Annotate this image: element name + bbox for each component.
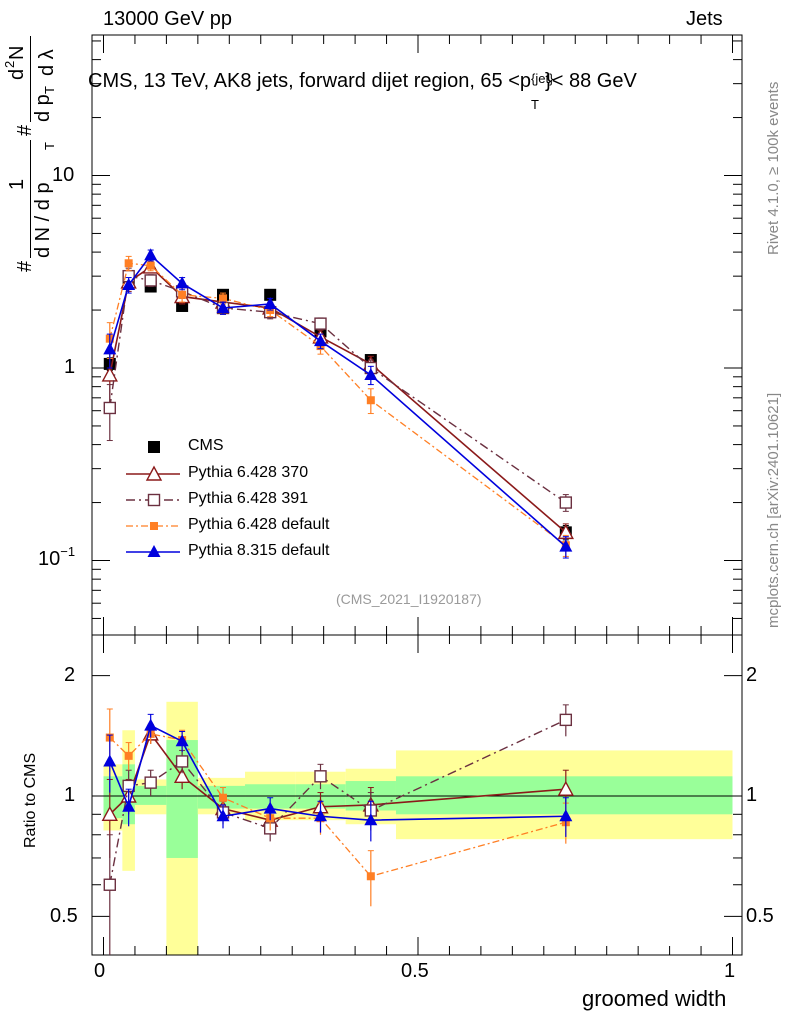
xtick-1: 1 — [724, 960, 736, 982]
ratio-ytick-1-right: 1 — [746, 784, 758, 806]
xtick-0: 0 — [94, 960, 106, 982]
ratio-ytick-2-right: 2 — [746, 664, 758, 686]
ratio-point-pythia-6-428-370 — [173, 767, 191, 784]
ratio-point-pythia-8-315-default — [216, 809, 230, 822]
point-pythia-8-315-default — [175, 276, 189, 289]
energy-label: 13000 GeV pp — [103, 8, 232, 30]
ylabel-one: 1 — [6, 178, 28, 190]
ratio-point-pythia-8-315-default — [559, 809, 573, 822]
point-pythia-6-428-default — [366, 396, 375, 405]
main-ytick-10: 10 — [52, 164, 75, 186]
point-pythia-6-428-391 — [559, 496, 573, 509]
legend-marker-pythia-6-428-391 — [147, 493, 161, 507]
point-pythia-8-315-default — [144, 248, 158, 261]
point-pythia-8-315-default — [559, 539, 573, 552]
legend-label-py8-default: Pythia 8.315 default — [188, 542, 330, 559]
point-pythia-8-315-default — [103, 342, 117, 355]
watermark: (CMS_2021_I1920187) — [336, 591, 482, 607]
ratio-point-pythia-8-315-default — [263, 801, 277, 814]
ylabel-sup-two: 2 — [2, 60, 17, 68]
x-axis-label: groomed width — [582, 986, 727, 1011]
legend-label-py6-391: Pythia 6.428 391 — [188, 490, 309, 507]
ratio-point-pythia-8-315-default — [314, 809, 328, 822]
ylabel-rule-b — [30, 36, 31, 122]
ylabel-dlambda: d λ — [36, 49, 58, 76]
point-pythia-8-315-default — [364, 367, 378, 380]
legend-marker-pythia-6-428-default — [150, 522, 158, 530]
subtitle-sub: T — [531, 97, 539, 112]
legend-label-py6-default: Pythia 6.428 default — [188, 516, 330, 533]
main-ylabel: # 1 d N / d p T # d p T d 2 N d λ — [2, 32, 94, 272]
ratio-ytick-2-left: 2 — [64, 664, 76, 686]
point-pythia-6-428-default — [124, 259, 133, 268]
point-pythia-6-428-370 — [101, 366, 118, 382]
legend-marker-pythia-6-428-370 — [145, 465, 163, 481]
subtitle-main: CMS, 13 TeV, AK8 jets, forward dijet reg… — [88, 70, 532, 92]
ratio-ytick-1-left: 1 — [64, 784, 76, 806]
ylabel-hash-a: # — [14, 260, 36, 272]
point-cms — [264, 288, 277, 301]
ratio-ylabel: Ratio to CMS — [22, 752, 39, 848]
ratio-point-pythia-6-428-391 — [175, 755, 189, 768]
ylabel-denom-a-sub: T — [42, 142, 57, 150]
ratio-point-pythia-8-315-default — [122, 799, 136, 812]
ratio-point-pythia-6-428-default — [366, 872, 375, 881]
ylabel-d: d — [6, 68, 28, 80]
plot-subtitle: CMS, 13 TeV, AK8 jets, forward dijet reg… — [88, 70, 637, 112]
ratio-point-pythia-6-428-370 — [101, 805, 118, 822]
point-pythia-6-428-default — [146, 261, 155, 270]
ratio-point-pythia-8-315-default — [175, 734, 189, 747]
ratio-point-pythia-6-428-391 — [559, 713, 573, 727]
ylabel-rule-a — [30, 140, 31, 258]
ratio-ytick-0.5-left: 0.5 — [50, 905, 78, 927]
legend-label-cms: CMS — [188, 437, 224, 454]
subtitle-end: }< 88 GeV — [545, 70, 637, 92]
ratio-point-pythia-8-315-default — [144, 718, 158, 731]
point-pythia-6-428-391 — [103, 401, 116, 415]
observable-label: Jets — [686, 8, 723, 30]
ratio-point-pythia-8-315-default — [364, 813, 378, 826]
side-rivet-label: Rivet 4.1.0, ≥ 100k events — [765, 81, 782, 255]
ylabel-denom-b: d p — [32, 94, 54, 122]
ratio-point-pythia-6-428-391 — [144, 776, 157, 789]
main-ytick-1: 1 — [64, 356, 76, 378]
point-pythia-8-315-default — [216, 300, 230, 313]
ratio-line-pythia-6-428-391 — [109, 719, 567, 885]
ratio-point-pythia-6-428-391 — [103, 878, 116, 891]
ratio-point-pythia-6-428-default — [219, 793, 228, 802]
ratio-point-pythia-8-315-default — [103, 754, 117, 767]
legend-marker-pythia-8-315-default — [147, 545, 161, 557]
point-pythia-6-428-default — [219, 294, 228, 303]
point-pythia-8-315-default — [314, 334, 328, 347]
point-pythia-6-428-391 — [144, 274, 157, 287]
main-ytick-0.1-base: 10 — [38, 548, 61, 570]
ratio-point-pythia-6-428-391 — [314, 770, 327, 783]
ylabel-denom-b-sub: T — [42, 86, 57, 94]
ylabel-hash-b: # — [14, 124, 36, 136]
point-pythia-6-428-default — [178, 290, 187, 299]
ylabel-denom-a: d N / d p — [32, 182, 54, 258]
legend-marker-cms — [148, 441, 160, 453]
side-site-label: mcplots.cern.ch [arXiv:2401.10621] — [765, 392, 782, 628]
main-ytick-0.1: 10−1 — [38, 544, 75, 571]
main-ytick-0.1-exp: −1 — [60, 544, 76, 559]
point-pythia-6-428-391 — [314, 317, 327, 330]
ratio-plot-frame — [91, 634, 743, 956]
xtick-0.5: 0.5 — [401, 960, 429, 982]
point-pythia-8-315-default — [263, 297, 277, 310]
ratio-ytick-0.5-right: 0.5 — [746, 905, 774, 927]
ylabel-N: N — [6, 45, 28, 60]
ratio-point-pythia-6-428-370 — [557, 780, 574, 796]
legend-label-py6-370: Pythia 6.428 370 — [188, 464, 309, 481]
point-pythia-8-315-default — [122, 277, 136, 290]
ratio-point-pythia-6-428-default — [124, 751, 133, 760]
subtitle-sup: {jet} — [531, 71, 554, 86]
